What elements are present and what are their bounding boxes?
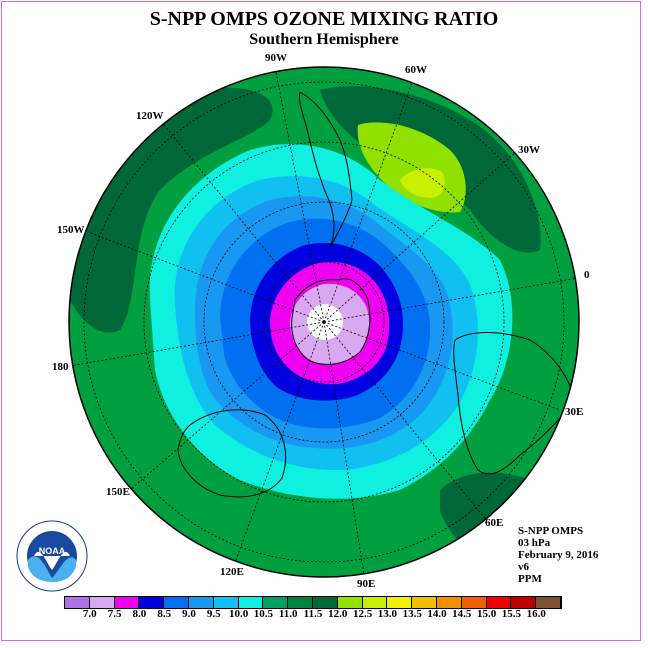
colorbar-tick-label: 11.0 bbox=[278, 608, 298, 620]
colorbar-tick-label: 11.5 bbox=[303, 608, 323, 620]
colorbar-tick-label: 15.0 bbox=[476, 608, 497, 620]
info-date: February 9, 2016 bbox=[518, 549, 599, 561]
colorbar-tick-label: 9.5 bbox=[206, 608, 221, 620]
lon-label-120e: 120E bbox=[220, 566, 244, 578]
product-info: S-NPP OMPS 03 hPa February 9, 2016 v6 PP… bbox=[518, 525, 598, 585]
colorbar-swatch bbox=[114, 597, 140, 608]
colorbar-swatch bbox=[461, 597, 487, 608]
info-units: PPM bbox=[518, 573, 542, 585]
lon-label-150e: 150E bbox=[106, 486, 130, 498]
lon-label-120w: 120W bbox=[136, 110, 164, 122]
lon-label-30e: 30E bbox=[565, 406, 584, 418]
colorbar-swatch bbox=[238, 597, 264, 608]
lon-label-60e: 60E bbox=[485, 517, 504, 529]
colorbar-swatch bbox=[139, 597, 165, 608]
colorbar-tick-label: 14.5 bbox=[452, 608, 472, 620]
colorbar-tick-label: 10.5 bbox=[253, 608, 274, 620]
colorbar-swatch bbox=[164, 597, 189, 608]
colorbar-tick-label: 15.5 bbox=[501, 608, 522, 620]
figure-subtitle: Southern Hemisphere bbox=[249, 31, 399, 48]
colorbar-swatch bbox=[89, 597, 115, 608]
coastline-south-america bbox=[299, 91, 353, 249]
colorbar-tick-label: 12.5 bbox=[352, 608, 373, 620]
colorbar-swatch bbox=[213, 597, 239, 608]
colorbar-tick-label: 8.0 bbox=[132, 608, 147, 620]
colorbar-ticks: 7.0 7.5 8.0 8.5 9.0 9.5 10.0 10.5 11.0 11.5 12.0 12… bbox=[0, 608, 648, 622]
info-level: 03 hPa bbox=[518, 537, 551, 549]
colorbar-swatch bbox=[65, 597, 90, 608]
colorbar-tick-label: 13.0 bbox=[377, 608, 398, 620]
colorbar-swatch bbox=[511, 597, 537, 608]
colorbar-swatch bbox=[312, 597, 338, 608]
lon-label-30w: 30W bbox=[518, 144, 540, 156]
high-region-inner bbox=[400, 168, 445, 198]
colorbar-tick-label: 8.5 bbox=[157, 608, 172, 620]
colorbar-swatch bbox=[412, 597, 437, 608]
colorbar-tick-label: 14.0 bbox=[427, 608, 447, 620]
colorbar-swatch bbox=[536, 597, 561, 608]
colorbar-swatch bbox=[188, 597, 214, 608]
colorbar bbox=[64, 596, 562, 609]
colorbar-swatch bbox=[436, 597, 462, 608]
lon-label-0: 0 bbox=[584, 269, 590, 281]
colorbar-swatch bbox=[263, 597, 289, 608]
info-instrument: S-NPP OMPS bbox=[518, 525, 584, 537]
colorbar-tick-label: 9.0 bbox=[182, 608, 196, 620]
lon-label-90w: 90W bbox=[265, 52, 287, 64]
noaa-logo: NOAA bbox=[16, 520, 88, 592]
colorbar-swatch bbox=[288, 597, 313, 608]
colorbar-tick-label: 12.0 bbox=[328, 608, 348, 620]
coastline-antarctica bbox=[291, 278, 371, 365]
colorbar-tick-label: 7.5 bbox=[107, 608, 122, 620]
colorbar-swatch bbox=[362, 597, 388, 608]
colorbar-tick-label: 10.0 bbox=[228, 608, 249, 620]
info-version: v6 bbox=[518, 561, 529, 573]
lon-label-60w: 60W bbox=[405, 64, 427, 76]
colorbar-swatch bbox=[387, 597, 413, 608]
graticule bbox=[69, 71, 579, 576]
figure-title: S-NPP OMPS OZONE MIXING RATIO bbox=[149, 8, 499, 30]
colorbar-tick-label: 16.0 bbox=[526, 608, 546, 620]
map-boundary bbox=[68, 66, 580, 578]
lon-label-180: 180 bbox=[52, 361, 69, 373]
colorbar-tick-label: 13.5 bbox=[402, 608, 422, 620]
lon-label-90e: 90E bbox=[357, 578, 376, 590]
colorbar-swatch bbox=[337, 597, 363, 608]
coastline-africa bbox=[453, 332, 576, 475]
colorbar-tick-label: 7.0 bbox=[82, 608, 97, 620]
logo-text: NOAA bbox=[39, 546, 66, 556]
lon-label-150w: 150W bbox=[57, 224, 85, 236]
colorbar-swatch bbox=[486, 597, 512, 608]
coastline-australia bbox=[177, 409, 287, 498]
